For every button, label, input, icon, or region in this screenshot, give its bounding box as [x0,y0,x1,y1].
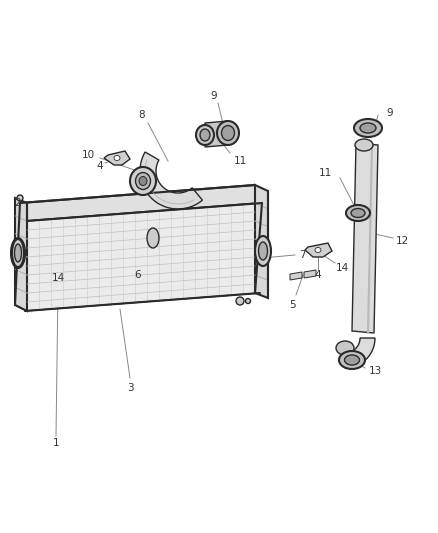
Ellipse shape [12,239,24,267]
Ellipse shape [255,236,271,266]
Text: 14: 14 [336,263,349,273]
Text: 6: 6 [135,270,141,280]
Ellipse shape [114,156,120,160]
Ellipse shape [130,167,156,195]
Ellipse shape [236,297,244,305]
Text: 10: 10 [81,150,95,160]
Ellipse shape [339,351,365,369]
Ellipse shape [14,244,21,262]
Ellipse shape [351,208,365,217]
Ellipse shape [354,119,382,137]
Polygon shape [352,143,378,333]
Text: 12: 12 [396,236,409,246]
Polygon shape [104,151,130,165]
Polygon shape [290,272,302,280]
Polygon shape [345,338,375,368]
Ellipse shape [196,125,214,145]
Polygon shape [140,152,202,209]
Text: 9: 9 [211,91,217,101]
Polygon shape [305,243,332,257]
Text: 11: 11 [318,168,332,178]
Text: 1: 1 [53,438,59,448]
Text: 11: 11 [233,156,247,166]
Text: 14: 14 [51,273,65,283]
Ellipse shape [258,242,268,260]
Ellipse shape [246,298,251,303]
Ellipse shape [217,121,239,145]
Text: 4: 4 [314,270,321,280]
Ellipse shape [346,205,370,221]
Ellipse shape [336,341,354,355]
Text: 5: 5 [290,300,297,310]
Polygon shape [20,185,262,221]
Ellipse shape [345,355,360,365]
Ellipse shape [222,125,234,141]
Text: 9: 9 [387,108,393,118]
Polygon shape [205,121,228,147]
Ellipse shape [360,123,376,133]
Text: 13: 13 [368,366,381,376]
Polygon shape [15,198,27,311]
Polygon shape [304,270,316,278]
Ellipse shape [135,173,151,190]
Ellipse shape [355,139,373,151]
Text: 8: 8 [139,110,145,120]
Ellipse shape [17,195,23,201]
Ellipse shape [315,247,321,253]
Ellipse shape [147,228,159,248]
Polygon shape [25,203,262,311]
Text: 2: 2 [15,198,21,208]
Ellipse shape [139,176,147,185]
Text: 7: 7 [299,250,305,260]
Text: 3: 3 [127,383,133,393]
Ellipse shape [200,129,210,141]
Text: 4: 4 [97,161,103,171]
Polygon shape [255,185,268,298]
